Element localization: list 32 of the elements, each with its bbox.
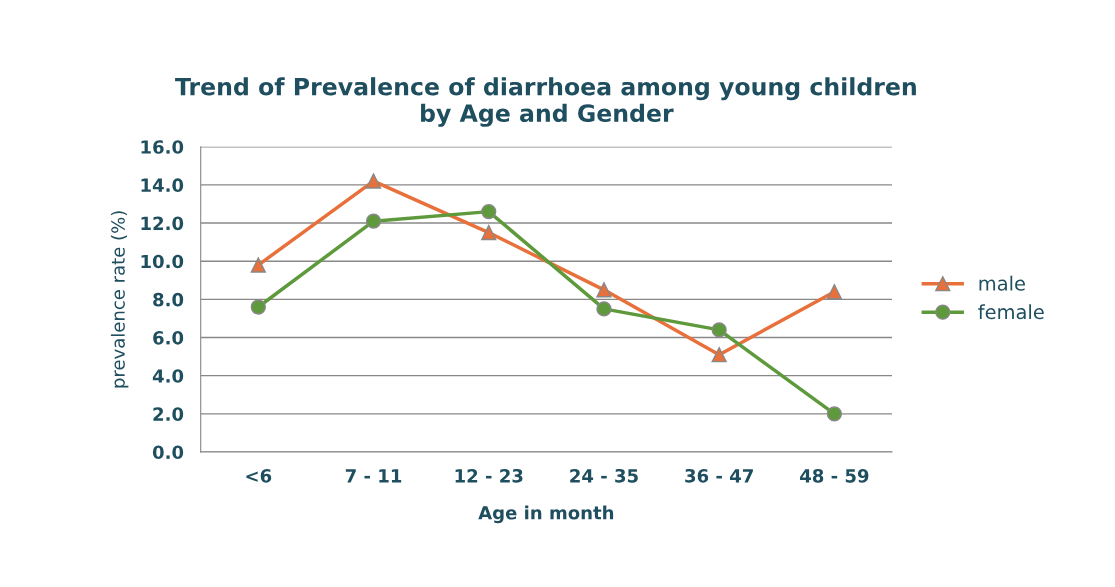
point: [365, 173, 382, 189]
x-axis-title: Age in month: [478, 505, 614, 524]
point: [481, 224, 497, 241]
x-tick-label: <6: [246, 468, 272, 483]
x-tick-label: 24 - 35: [570, 468, 638, 483]
y-tick-label: 4.0: [152, 369, 184, 383]
x-tick-label: 48 - 59: [800, 468, 869, 483]
point: [250, 299, 266, 315]
y-tick-label: 10.0: [141, 254, 184, 269]
x-tick-label: 12 - 23: [455, 468, 523, 483]
legend-label: female: [978, 304, 1044, 320]
point: [826, 406, 843, 422]
chart-title: Trend of Prevalence of diarrhoea among young children by Age and Gender: [175, 77, 916, 127]
point: [826, 284, 843, 300]
x-tick-label: 36 - 47: [685, 468, 753, 483]
point: [365, 213, 382, 229]
point: [250, 257, 266, 273]
y-tick-label: 0.0: [152, 445, 184, 460]
y-tick-label: 12.0: [141, 216, 184, 231]
y-tick-label: 16.0: [141, 140, 184, 154]
point: [596, 282, 612, 298]
y-tick-label: 2.0: [153, 407, 184, 421]
point: [481, 203, 497, 220]
y-tick-label: 14.0: [141, 178, 184, 193]
legend-label: male: [979, 275, 1025, 291]
point: [711, 322, 727, 338]
point: [596, 301, 612, 317]
y-tick-label: 8.0: [153, 292, 184, 307]
y-tick-label: 6.0: [153, 330, 184, 345]
x-tick-label: 7 - 11: [345, 469, 402, 483]
point: [711, 347, 727, 363]
y-axis-title: prevalence rate (%): [110, 211, 129, 388]
